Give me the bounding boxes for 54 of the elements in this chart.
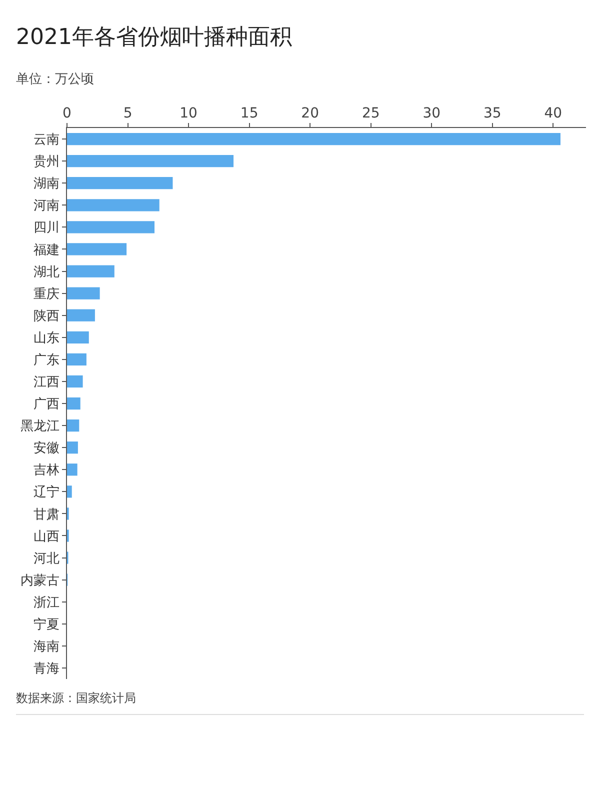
bar [67,397,80,410]
bar [67,309,95,322]
x-tick-label: 0 [62,105,72,122]
chart-title: 2021年各省份烟叶播种面积 [16,24,292,52]
y-tick-label: 湖南 [33,176,60,192]
bar [67,155,234,168]
y-tick-label: 广西 [33,397,60,412]
x-tick-label: 30 [422,105,441,122]
bar [67,464,78,476]
y-tick-label: 四川 [33,220,60,236]
y-tick-label: 山东 [33,330,60,346]
bar [67,221,155,234]
y-tick-label: 河北 [33,551,60,566]
x-tick-label: 15 [240,105,258,122]
bar [67,331,89,344]
y-tick-label: 陕西 [33,308,60,324]
y-tick-label: 内蒙古 [20,573,60,588]
bar [67,375,83,388]
y-tick-label: 青海 [33,662,60,677]
y-tick-label: 湖北 [33,264,60,280]
bar [67,287,100,300]
x-tick-label: 35 [483,105,502,122]
y-tick-label: 云南 [33,132,60,148]
bar [67,132,560,146]
x-tick-label: 5 [123,105,132,122]
y-tick-label: 山西 [33,529,60,544]
bar [67,353,86,366]
y-tick-label: 黑龙江 [20,419,60,434]
x-tick-label: 25 [362,105,380,122]
y-tick-label: 海南 [33,639,60,654]
source-note: 数据来源：国家统计局 [16,690,136,707]
x-tick-label: 40 [544,105,562,122]
y-tick-label: 甘肃 [33,507,60,522]
bar [67,177,173,190]
y-tick-label: 宁夏 [33,616,60,632]
bar [67,199,160,212]
x-tick-label: 20 [301,105,320,122]
y-tick-label: 安徽 [33,440,60,456]
bar [67,265,114,278]
y-tick-label: 河南 [33,198,60,214]
bar [67,243,127,256]
y-tick-label: 辽宁 [33,484,60,500]
y-tick-label: 广东 [33,352,60,368]
bar [67,419,80,432]
bar [67,486,72,498]
y-tick-label: 吉林 [33,463,60,478]
y-tick-label: 重庆 [33,286,60,302]
y-tick-label: 贵州 [33,154,60,170]
bar [67,442,78,454]
y-tick-label: 江西 [33,375,60,390]
y-tick-label: 福建 [33,242,60,258]
chart-subtitle: 单位：万公顷 [16,71,94,88]
y-tick-label: 浙江 [33,595,60,610]
x-tick-label: 10 [180,105,198,122]
